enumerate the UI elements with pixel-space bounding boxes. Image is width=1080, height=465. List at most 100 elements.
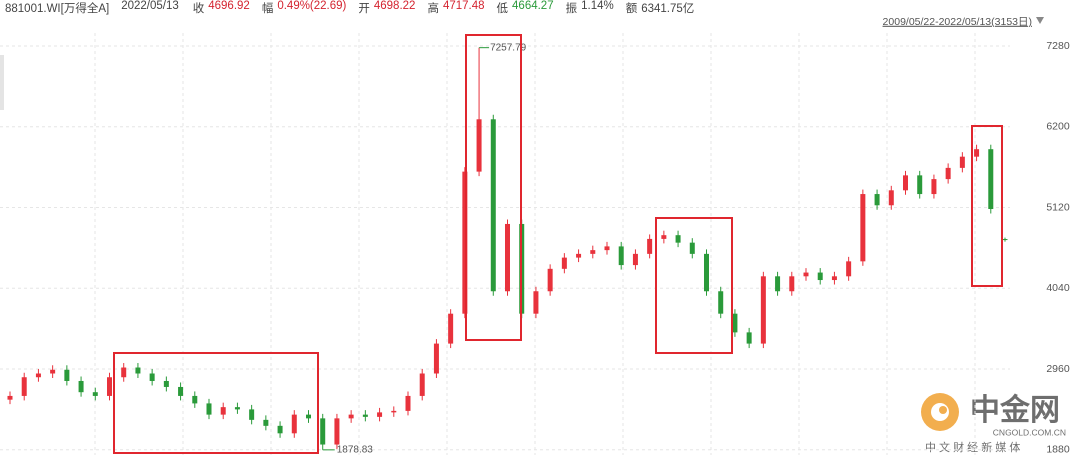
candle-body [234,407,240,410]
candle-body [817,272,823,281]
candle-body [149,373,155,381]
candle-body [547,268,553,292]
field-label: 开 [358,3,370,15]
candle-body [334,418,340,445]
candle-body [732,313,738,333]
field-value: 0.49%(22.69) [277,0,347,12]
candle-body [249,409,255,420]
candle-body [704,253,709,292]
y-tick-label: 5120 [1046,201,1070,213]
candle-body [78,380,84,393]
candle-body [377,412,383,417]
candle-body [689,242,695,254]
date: 2022/05/13 [121,0,179,12]
field-label: 低 [496,3,509,15]
candle-body [917,175,923,195]
candle-body [320,418,326,445]
candle-body [505,223,510,292]
candle-body [348,414,354,419]
brand: 中金网 [970,393,1060,427]
candle-body [21,377,27,396]
y-tick-label: 1880 [1046,444,1070,456]
candle-body [874,194,880,206]
candle-body [220,407,226,415]
candle-body [533,291,539,314]
highlight-boxes [113,34,1003,454]
candle-body [846,261,852,277]
candle-body [291,414,297,434]
candle-body [7,395,13,400]
watermark: 中金网 CNGOLD.COM.CN 中 文 财 经 新 媒 体 [921,393,1066,454]
candle-body [433,343,439,374]
candle-body [576,253,582,258]
candle-body [35,373,41,378]
candle-body [561,257,567,269]
field-value: 4696.92 [208,0,250,12]
candle-body [760,276,766,344]
candle-body [718,291,724,314]
candle-body [988,149,994,210]
box [655,217,733,354]
candle-body [945,167,951,180]
candle-body [1002,239,1008,241]
field-label: 幅 [261,3,274,15]
side-tab [0,55,4,110]
logo-dot [939,406,947,414]
y-tick-label: 4040 [1046,282,1070,294]
code: 881001.WI[万得全A] [5,3,110,15]
box [971,125,1003,287]
candle-body [604,246,610,251]
field-label: 振 [565,3,578,15]
candle-body [746,332,752,344]
candle-body [391,410,397,413]
field-value: 1.14% [581,0,614,12]
field-label: 收 [192,3,205,15]
candle-body [306,414,311,419]
candle-body [632,253,638,266]
field-label: 额 [625,3,638,15]
candle-body [135,367,141,374]
header: 881001.WI[万得全A] 2022/05/13 收 4696.92 幅 0.49… [5,0,702,16]
y-tick-label: 7280 [1046,40,1070,52]
candle-body [647,238,653,254]
field-value: 4664.27 [512,0,554,12]
candle-body [448,313,454,344]
field-value: 4698.22 [373,0,416,12]
range-dropdown[interactable] [1036,17,1044,24]
candle-body [107,377,112,396]
candle-body [903,175,908,191]
candle-body [675,235,681,243]
candle-body [590,250,596,254]
site: CNGOLD.COM.CN [993,427,1066,437]
candle-body [121,367,127,378]
candle-body [803,272,809,277]
candle-body [661,235,667,239]
candle-body [362,414,368,417]
candle-body [831,276,837,281]
candle-body [419,373,425,396]
candle-body [64,369,70,381]
candle-body [206,403,212,415]
candle-body [462,171,468,314]
candle-body [888,190,894,206]
candle-body [974,149,980,157]
candle-body [405,395,411,411]
slogan: 中 文 财 经 新 媒 体 [925,440,1020,454]
candle-body [92,392,98,396]
candle-body [789,276,795,292]
candle-body [476,119,482,172]
candle-body [490,119,496,292]
candle-body [775,276,781,292]
candle-body [931,179,937,195]
candle-body [50,369,56,374]
range-label[interactable]: 2009/05/22-2022/05/13(3153日) [883,16,1032,28]
field-value: 4717.48 [442,0,485,12]
y-tick-label: 6200 [1046,121,1070,133]
y-tick-label: 2960 [1046,363,1070,375]
candle-body [860,194,866,262]
candle-body [277,425,283,434]
box [465,34,522,341]
candle-body [178,386,184,396]
